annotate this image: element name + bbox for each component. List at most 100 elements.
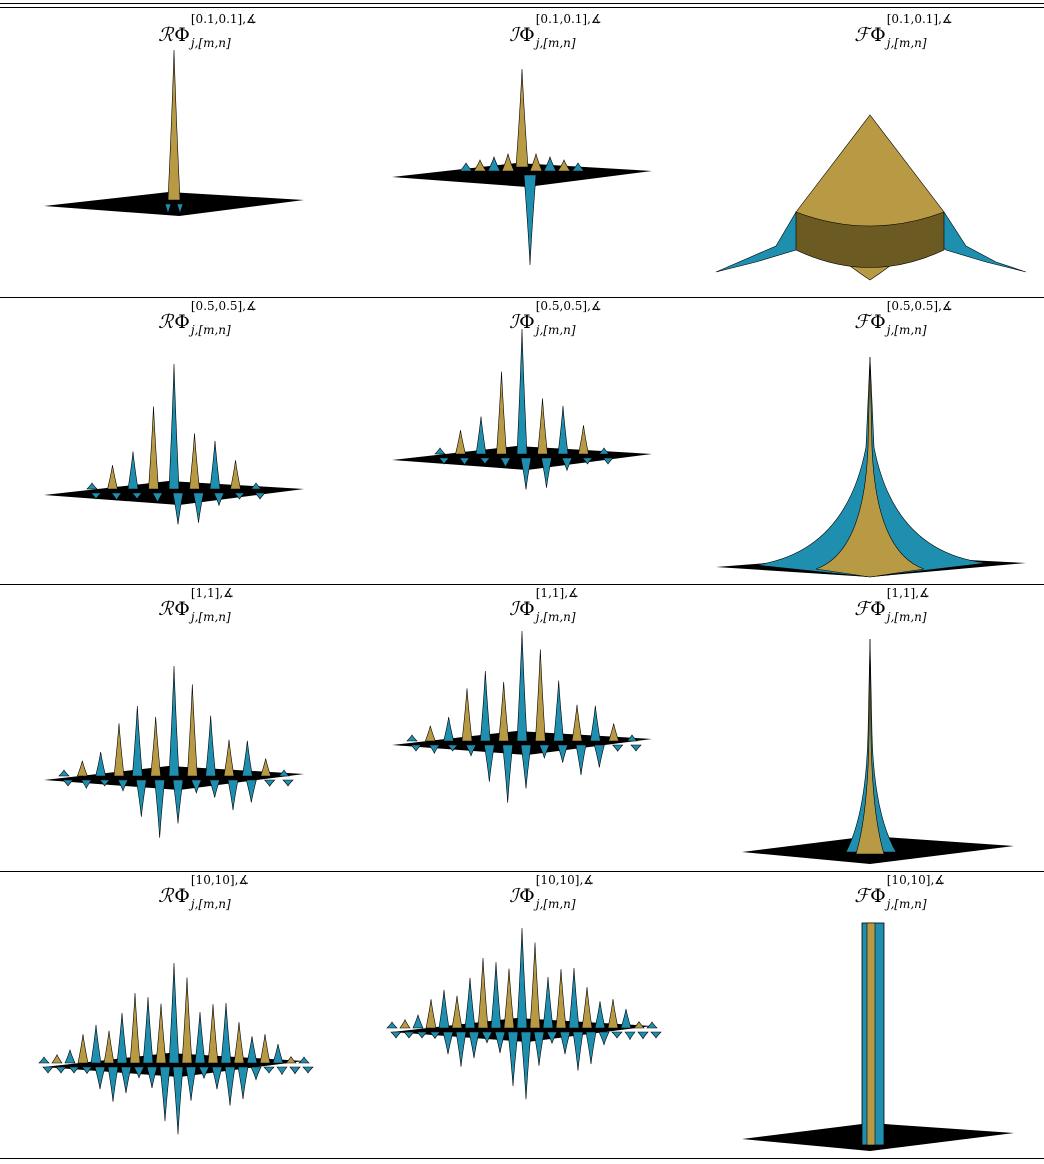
surface-peak xyxy=(568,967,580,1029)
surface-trough xyxy=(546,1031,558,1045)
surface-trough xyxy=(479,457,491,465)
surface-trough xyxy=(233,492,246,500)
surface-plot xyxy=(0,327,348,587)
surface-peak xyxy=(515,68,529,168)
subscript-index: j,[m,n] xyxy=(886,897,927,911)
surface-peak xyxy=(95,752,107,777)
phi-symbol: Φ xyxy=(174,885,190,907)
surface-peak xyxy=(107,465,118,490)
surface-trough xyxy=(593,744,605,768)
surface-peak xyxy=(501,152,515,172)
caption-formula: ℐΦ [10,10],∡ j,[m,n] xyxy=(509,871,594,911)
surface-trough xyxy=(533,1031,545,1066)
surface-peak xyxy=(77,1034,89,1064)
surface-plot-svg xyxy=(742,638,1014,864)
surface-peak xyxy=(58,769,70,777)
caption-formula: ℱΦ [1,1],∡ j,[m,n] xyxy=(854,584,930,624)
surface-peak xyxy=(490,962,502,1029)
operator-symbol: ℱ xyxy=(854,885,870,907)
superscript-params: [0.1,0.1],∡ xyxy=(190,12,257,26)
caption-formula: ℐΦ [0.1,0.1],∡ j,[m,n] xyxy=(509,10,601,50)
phi-symbol: Φ xyxy=(519,885,535,907)
surface-peak xyxy=(272,1044,284,1064)
fourier-pillar-face xyxy=(866,922,876,1146)
subscript-index: j,[m,n] xyxy=(886,323,927,337)
surface-peak xyxy=(607,999,619,1029)
surface-peak xyxy=(503,968,515,1029)
surface-peak xyxy=(480,671,491,742)
subscript-index: j,[m,n] xyxy=(535,36,576,50)
surface-peak xyxy=(386,1021,398,1029)
surface-trough xyxy=(561,457,573,472)
surface-plot-svg xyxy=(44,363,304,525)
surface-trough xyxy=(468,1031,480,1059)
phi-symbol: Φ xyxy=(870,311,886,333)
surface-peak xyxy=(461,688,473,742)
operator-symbol: ℐ xyxy=(509,311,519,333)
surface-peak xyxy=(86,482,98,490)
surface-peak xyxy=(260,758,272,777)
subscript-index: j,[m,n] xyxy=(886,610,927,624)
caption-formula: ℱΦ [10,10],∡ j,[m,n] xyxy=(854,871,945,911)
figure-cell: ℐΦ [10,10],∡ j,[m,n] xyxy=(348,871,696,1161)
surface-peak xyxy=(148,406,159,490)
surface-trough xyxy=(154,779,165,838)
row-separator xyxy=(0,584,1044,585)
surface-peak xyxy=(459,162,473,172)
surface-trough xyxy=(446,744,459,752)
surface-peak xyxy=(529,942,541,1029)
surface-trough xyxy=(302,1066,314,1074)
surface-peak xyxy=(620,1009,632,1029)
surface-trough xyxy=(172,492,184,525)
surface-peak xyxy=(543,156,557,172)
operator-symbol: ℱ xyxy=(854,24,870,46)
surface-peak xyxy=(555,969,567,1029)
cell-caption: ℱΦ [1,1],∡ j,[m,n] xyxy=(696,584,1044,628)
surface-peak xyxy=(205,715,216,777)
surface-peak xyxy=(187,684,198,777)
surface-trough xyxy=(185,1066,197,1101)
surface-plane xyxy=(44,192,304,216)
surface-trough xyxy=(557,744,569,763)
surface-peak xyxy=(434,447,446,455)
caption-formula: ℛΦ [0.1,0.1],∡ j,[m,n] xyxy=(158,10,257,50)
surface-plot-svg xyxy=(38,962,314,1135)
phi-symbol: Φ xyxy=(870,598,886,620)
surface-trough xyxy=(289,1066,301,1075)
surface-trough xyxy=(559,1031,571,1055)
surface-trough xyxy=(213,492,225,507)
operator-symbol: ℛ xyxy=(158,311,174,333)
surface-plot xyxy=(0,40,348,300)
surface-peak xyxy=(608,723,620,742)
surface-plot-svg xyxy=(386,927,662,1100)
surface-peak xyxy=(443,717,455,742)
surface-trough xyxy=(276,1066,288,1076)
cell-caption: ℱΦ [0.1,0.1],∡ j,[m,n] xyxy=(696,10,1044,54)
cell-caption: ℛΦ [1,1],∡ j,[m,n] xyxy=(0,584,348,628)
surface-peak xyxy=(498,681,509,742)
subscript-index: j,[m,n] xyxy=(190,323,231,337)
surface-trough xyxy=(190,779,202,794)
surface-trough xyxy=(81,1066,93,1075)
surface-peak xyxy=(285,1056,297,1064)
surface-trough xyxy=(245,779,257,803)
surface-peak xyxy=(259,1034,271,1064)
surface-trough xyxy=(611,1031,623,1039)
phi-symbol: Φ xyxy=(174,598,190,620)
surface-peak xyxy=(455,430,466,455)
surface-peak xyxy=(129,992,141,1064)
surface-peak xyxy=(168,665,180,777)
surface-peak xyxy=(626,734,638,742)
surface-trough xyxy=(107,1066,119,1102)
figure-cell: ℱΦ [10,10],∡ j,[m,n] xyxy=(696,871,1044,1161)
surface-trough xyxy=(538,744,550,759)
surface-peak xyxy=(116,1012,128,1064)
surface-trough xyxy=(520,1031,532,1100)
surface-trough xyxy=(133,1066,145,1079)
surface-trough xyxy=(507,1031,519,1087)
surface-plot xyxy=(348,40,696,300)
surface-peak xyxy=(571,704,583,742)
cell-caption: ℛΦ [0.5,0.5],∡ j,[m,n] xyxy=(0,297,348,341)
superscript-params: [10,10],∡ xyxy=(886,873,946,887)
